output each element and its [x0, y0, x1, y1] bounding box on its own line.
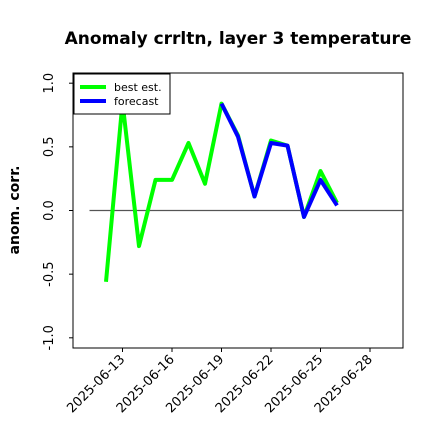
series-line-best-est	[104, 100, 339, 282]
y-tick-label: -0.5	[42, 261, 57, 286]
legend: best est. forecast	[73, 73, 171, 115]
y-tick-label: 0.0	[42, 200, 57, 221]
y-tick-label: 1.0	[42, 73, 57, 94]
legend-label-forecast: forecast	[114, 95, 159, 108]
y-tick-label: 0.5	[42, 136, 57, 157]
y-tick-label: -1.0	[42, 325, 57, 350]
legend-box	[73, 73, 171, 115]
y-axis-label: anom. corr.	[7, 166, 23, 255]
chart-title: Anomaly crrltn, layer 3 temperature	[65, 29, 412, 49]
series-line-forecast	[219, 102, 339, 219]
legend-label-best-est: best est.	[114, 81, 162, 94]
